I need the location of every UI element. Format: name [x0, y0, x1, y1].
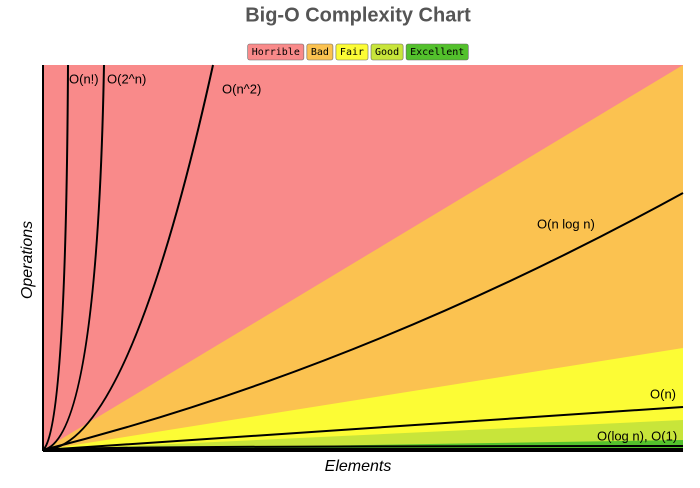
curve-label: O(n): [650, 386, 676, 401]
curve: [42, 64, 214, 451]
curve: [42, 192, 684, 451]
curve-label: O(n!): [69, 71, 99, 86]
legend-label: Horrible: [252, 47, 300, 58]
title: Big-O Complexity Chart: [245, 4, 471, 26]
legend-label: Bad: [311, 47, 329, 58]
legend-swatch: [306, 43, 334, 61]
legend-label: Good: [375, 47, 399, 58]
region-fair: [43, 348, 683, 450]
x-axis-label: Elements: [325, 458, 392, 475]
legend-swatch: [335, 43, 369, 61]
y-axis-label: Operations: [19, 221, 36, 299]
curve-label: O(n log n): [537, 216, 595, 231]
legend: Horrible Bad Fair Good Excellent: [247, 43, 469, 61]
legend-swatch: [370, 43, 404, 61]
curve-label: O(n^2): [222, 81, 261, 96]
legend-label: Excellent: [410, 47, 464, 58]
curve-label: O(2^n): [107, 71, 146, 86]
curve: [42, 64, 105, 451]
curve-label: O(log n), O(1): [597, 428, 677, 443]
legend-swatch: [247, 43, 305, 61]
curve: [42, 64, 69, 451]
curve: [42, 406, 684, 451]
region-bad: [43, 65, 683, 450]
legend-label: Fair: [340, 47, 364, 58]
legend-swatch: [405, 43, 469, 61]
